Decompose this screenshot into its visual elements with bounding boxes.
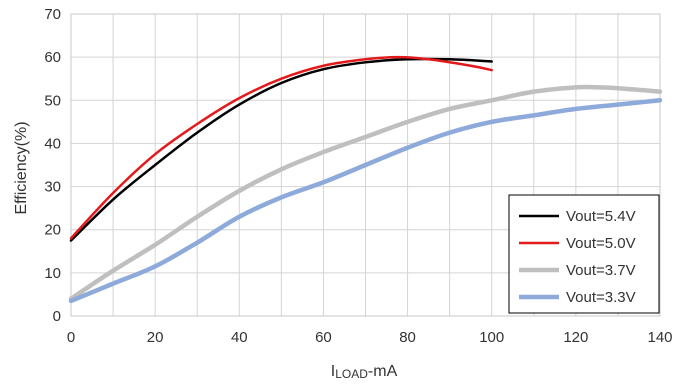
x-tick-label: 140 [647, 329, 672, 346]
legend: Vout=5.4V Vout=5.0V Vout=3.7V Vout=3.3V [508, 194, 660, 314]
x-tick-label: 20 [147, 329, 164, 346]
y-axis-label: Efficiency(%) [13, 121, 30, 214]
y-tick-labels: 0 10 20 30 40 50 60 70 [44, 6, 61, 325]
series-line-vout-3-7v [68, 84, 663, 301]
legend-label: Vout=3.3V [566, 289, 636, 306]
y-tick-label: 60 [44, 49, 61, 66]
series-lines [68, 55, 663, 304]
x-tick-label: 0 [67, 329, 75, 346]
y-tick-label: 20 [44, 222, 61, 239]
legend-label: Vout=5.4V [566, 208, 636, 225]
x-tick-labels: 0 20 40 60 80 100 120 140 [67, 329, 673, 346]
series-line-vout-5-0v [69, 55, 493, 240]
legend-label: Vout=3.7V [566, 262, 636, 279]
series-line-vout-3-3v [68, 98, 663, 304]
x-axis-label: ILOAD-mA [331, 363, 398, 381]
y-tick-label: 30 [44, 179, 61, 196]
x-axis-label-main: I [331, 363, 335, 380]
y-tick-label: 10 [44, 265, 61, 282]
x-tick-label: 60 [315, 329, 332, 346]
y-tick-label: 50 [44, 92, 61, 109]
y-tick-label: 40 [44, 135, 61, 152]
y-tick-label: 70 [44, 6, 61, 23]
legend-box [508, 194, 660, 314]
x-tick-label: 40 [231, 329, 248, 346]
plot-frame [70, 13, 661, 317]
x-axis-label-unit: -mA [368, 363, 398, 380]
x-tick-label: 100 [479, 329, 504, 346]
legend-label: Vout=5.0V [566, 235, 636, 252]
y-tick-label: 0 [53, 308, 61, 325]
x-tick-label: 80 [399, 329, 416, 346]
x-tick-label: 120 [563, 329, 588, 346]
x-axis-label-subscript: LOAD [335, 367, 368, 381]
